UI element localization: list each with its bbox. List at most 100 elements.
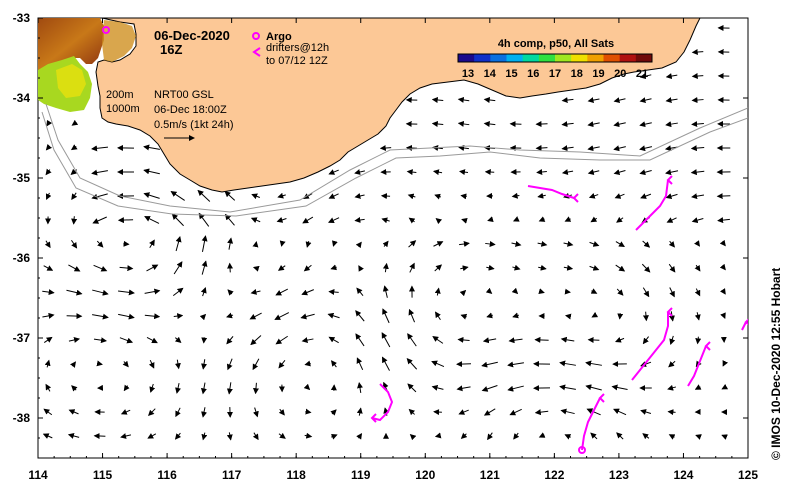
current-arrow xyxy=(118,313,135,320)
current-arrow xyxy=(405,145,418,151)
current-arrow xyxy=(409,433,417,441)
current-arrow xyxy=(148,359,155,369)
current-arrow xyxy=(278,359,286,369)
current-arrow xyxy=(691,73,704,80)
current-arrow xyxy=(719,288,726,295)
current-arrow xyxy=(302,193,313,199)
drifter-track xyxy=(371,383,394,422)
current-arrow xyxy=(407,383,417,393)
current-arrow xyxy=(251,193,261,200)
current-arrow xyxy=(538,288,545,295)
current-arrow xyxy=(120,409,131,415)
current-arrow xyxy=(511,287,519,295)
current-arrow xyxy=(382,308,390,324)
current-arrow xyxy=(695,336,702,345)
current-arrow xyxy=(408,217,416,224)
current-arrow xyxy=(45,168,52,176)
current-arrow xyxy=(382,240,389,248)
drifter-track xyxy=(741,321,747,331)
current-arrow xyxy=(201,337,208,344)
current-arrow xyxy=(668,263,676,273)
current-arrow xyxy=(431,96,444,103)
current-arrow xyxy=(690,145,705,152)
x-tick-label: 117 xyxy=(222,468,242,482)
current-arrow xyxy=(332,240,338,247)
current-arrow xyxy=(536,169,547,175)
colorbar-segment xyxy=(603,54,621,62)
colorbar-segment xyxy=(490,54,507,62)
current-arrow xyxy=(356,407,363,416)
current-arrow xyxy=(382,356,390,371)
isobath-label-200m: 200m xyxy=(106,89,134,101)
current-arrow xyxy=(303,383,311,391)
current-arrow xyxy=(119,337,134,344)
y-tick-label: -33 xyxy=(13,11,31,25)
current-arrow xyxy=(590,432,598,440)
current-arrow xyxy=(587,169,600,176)
current-arrow xyxy=(356,432,363,440)
current-arrow xyxy=(590,288,598,294)
current-arrow xyxy=(354,216,365,223)
x-tick-label: 120 xyxy=(415,468,435,482)
current-arrow xyxy=(354,193,365,199)
current-arrow xyxy=(71,216,78,225)
current-arrow xyxy=(198,212,210,227)
current-vector-field xyxy=(42,24,731,441)
current-arrow xyxy=(459,169,469,176)
current-arrow xyxy=(275,288,289,296)
current-arrow xyxy=(201,260,208,275)
current-arrow xyxy=(380,193,391,200)
colorbar-segment xyxy=(619,54,637,62)
current-arrow xyxy=(534,409,549,416)
current-arrow xyxy=(719,239,726,247)
current-arrow xyxy=(482,337,497,344)
current-arrow xyxy=(91,169,108,176)
current-arrow xyxy=(587,121,600,128)
current-arrow xyxy=(694,288,701,297)
current-arrow xyxy=(278,432,286,439)
current-arrow xyxy=(226,358,233,371)
current-arrow xyxy=(587,97,600,104)
current-arrow xyxy=(330,409,337,416)
x-tick-label: 122 xyxy=(544,468,564,482)
current-arrow xyxy=(665,73,678,80)
colorbar-tick-label: 18 xyxy=(571,68,583,80)
current-arrow xyxy=(717,217,730,224)
y-tick-label: -38 xyxy=(13,411,31,425)
current-arrow xyxy=(227,237,234,250)
drifter-symbol xyxy=(252,47,261,57)
current-arrow xyxy=(537,240,548,247)
current-arrow xyxy=(119,265,134,272)
current-arrow xyxy=(174,336,182,344)
drifter-tracks xyxy=(102,26,748,454)
current-arrow xyxy=(487,216,494,223)
current-arrow xyxy=(143,192,160,199)
x-tick-label: 119 xyxy=(351,468,371,482)
current-arrow xyxy=(175,383,181,394)
current-arrow xyxy=(460,193,467,200)
current-arrow xyxy=(328,169,339,175)
current-arrow xyxy=(563,240,574,247)
current-arrow xyxy=(379,145,392,152)
current-arrow xyxy=(44,240,51,249)
current-arrow xyxy=(690,169,705,176)
current-arrow xyxy=(42,312,55,319)
current-arrow xyxy=(355,333,365,347)
current-arrow xyxy=(512,312,519,319)
current-arrow xyxy=(459,289,467,297)
y-tick-label: -36 xyxy=(13,251,31,265)
current-arrow xyxy=(330,360,338,368)
current-arrow xyxy=(486,312,493,319)
current-arrow xyxy=(694,384,702,390)
current-arrow xyxy=(485,287,493,294)
current-arrow xyxy=(667,409,676,416)
current-arrow xyxy=(144,216,160,224)
current-arrow xyxy=(561,145,574,152)
drifter-head xyxy=(666,175,673,185)
current-arrow xyxy=(201,432,208,441)
drifter-head xyxy=(704,341,711,351)
x-tick-label: 125 xyxy=(738,468,758,482)
current-arrow xyxy=(201,407,207,418)
current-arrow xyxy=(274,312,290,320)
current-arrow xyxy=(406,357,418,370)
